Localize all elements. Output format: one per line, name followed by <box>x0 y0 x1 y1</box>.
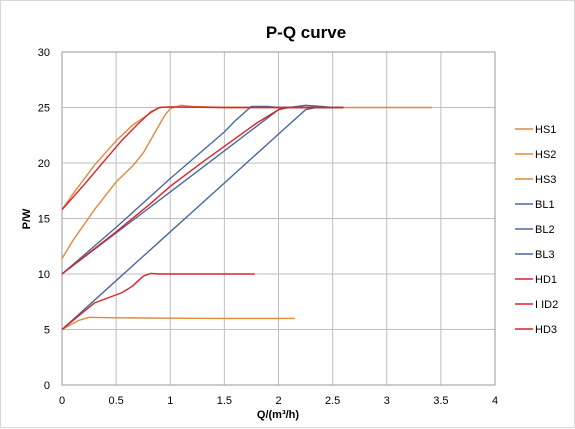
legend: HS1 HS2 HS3 BL1 BL2 BL3 HD1 I ID2 HD3 <box>515 124 558 336</box>
legend-label: HS1 <box>535 124 556 136</box>
x-tick-label: 3.5 <box>433 395 448 407</box>
x-tick-label: 0 <box>59 395 65 407</box>
x-tick-label: 2.5 <box>325 395 340 407</box>
y-tick-label: 20 <box>38 158 50 170</box>
tick-labels: 0 0.5 1 1.5 2 2.5 3 3.5 4 0 5 10 15 20 25 30 <box>38 47 498 407</box>
x-tick-label: 1 <box>167 395 173 407</box>
series-layer <box>61 104 433 331</box>
series-line-hs2 <box>61 104 333 259</box>
legend-label: BL3 <box>535 249 555 261</box>
series-line-hs1 <box>61 316 295 331</box>
y-tick-label: 5 <box>44 325 50 337</box>
legend-label: BL2 <box>535 224 555 236</box>
y-tick-label: 30 <box>38 47 50 59</box>
legend-label: HD3 <box>535 324 557 336</box>
series-line-hd2 <box>61 106 344 275</box>
y-tick-label: 15 <box>38 214 50 226</box>
y-axis-label: P/W <box>21 208 33 229</box>
y-tick-label: 10 <box>38 269 50 281</box>
legend-label: HS3 <box>535 174 556 186</box>
y-tick-label: 0 <box>44 380 50 392</box>
legend-label: I ID2 <box>535 299 558 311</box>
series-line-hd1 <box>61 272 255 331</box>
series-line-bl2 <box>61 104 333 275</box>
legend-label: BL1 <box>535 199 555 211</box>
series-line-bl3 <box>61 105 344 275</box>
x-tick-label: 0.5 <box>108 395 123 407</box>
x-tick-label: 4 <box>492 395 498 407</box>
series-line-hs3 <box>61 106 433 211</box>
x-tick-label: 3 <box>384 395 390 407</box>
y-tick-label: 25 <box>38 103 50 115</box>
x-tick-label: 1.5 <box>217 395 232 407</box>
chart-title: P-Q curve <box>266 23 346 42</box>
legend-label: HS2 <box>535 149 556 161</box>
x-axis-label: Q/(m³/h) <box>257 409 299 421</box>
x-tick-label: 2 <box>275 395 281 407</box>
series-line-hd3 <box>61 106 344 211</box>
legend-label: HD1 <box>535 274 557 286</box>
plot-area <box>61 51 496 386</box>
